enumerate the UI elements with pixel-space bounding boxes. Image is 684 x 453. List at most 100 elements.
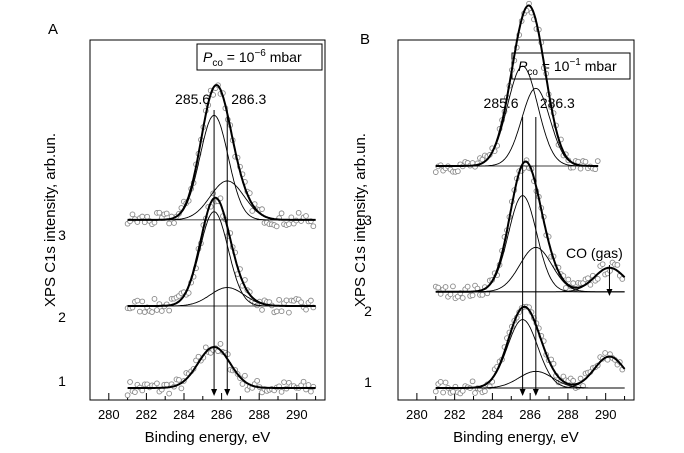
x-tick-label: 282	[444, 407, 466, 422]
annotation-arrow-head	[606, 289, 613, 296]
data-point	[283, 297, 290, 304]
pressure-text: Pco = 10−6 mbar	[203, 48, 302, 69]
curve-label: 3	[364, 212, 372, 228]
peak-label: 285.6	[484, 95, 519, 111]
panel-letter: A	[48, 21, 58, 38]
data-point	[151, 219, 158, 226]
peak-markers: 285.6 286.3	[484, 95, 575, 396]
data-point	[585, 275, 591, 282]
x-tick-label: 280	[406, 407, 428, 422]
data-point	[154, 307, 160, 313]
component-peak	[435, 319, 625, 389]
data-point	[300, 378, 307, 385]
data-point	[286, 309, 292, 316]
y-axis-title: XPS C1s intensity, arb.un.	[42, 133, 59, 307]
pressure-box	[511, 52, 631, 80]
data-point	[570, 280, 577, 287]
x-axis-title: Binding energy, eV	[145, 429, 271, 446]
data-point	[158, 308, 165, 314]
data-point	[139, 213, 146, 220]
data-point	[259, 206, 265, 213]
data-point	[166, 307, 172, 314]
peak-marker-arrow	[519, 389, 526, 396]
co-gas-annotation: CO (gas)	[566, 245, 623, 296]
data-point	[454, 168, 461, 175]
fit-envelope	[435, 305, 626, 389]
data-point	[437, 379, 444, 385]
x-axis: 280 282 284 286 288 290	[397, 393, 626, 422]
component-peak	[435, 65, 599, 167]
data-point	[450, 388, 456, 395]
data-point	[278, 388, 285, 395]
panel-a: A 280 282 284 286 288 290 Binding energy, eV XPS…	[42, 21, 326, 446]
x-tick-label: 284	[482, 407, 504, 422]
data-point	[127, 379, 133, 385]
data-point	[305, 382, 312, 388]
curve-label: 1	[58, 373, 66, 389]
data-point	[171, 220, 177, 226]
data-point	[254, 377, 260, 384]
fit-envelope	[127, 196, 316, 307]
x-tick-label: 284	[173, 407, 195, 422]
data-point	[594, 158, 601, 164]
x-tick-label: 286	[211, 407, 233, 422]
data-point	[278, 210, 285, 217]
peak-marker-arrow	[532, 389, 539, 396]
peak-marker-arrow	[211, 389, 218, 396]
data-point	[163, 210, 170, 217]
curve-label: 1	[364, 374, 372, 390]
data-point	[464, 283, 471, 290]
series-3: 3	[364, 0, 601, 228]
data-point	[599, 261, 606, 268]
data-point	[594, 275, 601, 282]
data-point	[273, 308, 280, 315]
curve-label: 2	[58, 309, 66, 325]
data-point	[472, 390, 478, 396]
series-1: 1	[364, 303, 626, 397]
data-point	[156, 209, 163, 216]
data-point	[577, 375, 584, 382]
data-point	[217, 341, 224, 347]
x-axis-title: Binding energy, eV	[453, 429, 579, 446]
data-point	[136, 308, 143, 315]
data-point	[469, 378, 476, 385]
data-point	[281, 379, 287, 386]
data-point	[166, 220, 172, 227]
data-point	[308, 297, 314, 304]
series-3: 3	[58, 82, 317, 243]
data-point	[432, 388, 439, 395]
data-point	[562, 285, 569, 291]
data-point	[565, 276, 572, 283]
data-point	[442, 284, 449, 290]
data-point	[278, 308, 285, 315]
data-point	[166, 390, 172, 397]
data-point	[132, 389, 138, 396]
data-point	[259, 307, 265, 313]
data-point	[308, 388, 314, 395]
peak-marker-arrow	[224, 389, 231, 396]
data-point	[239, 381, 246, 387]
data-point	[435, 284, 442, 291]
data-point	[178, 385, 185, 392]
data-point	[570, 377, 577, 384]
x-tick-label: 280	[98, 407, 120, 422]
x-tick-label: 288	[557, 407, 579, 422]
plot-frame	[397, 39, 635, 401]
data-point	[139, 298, 146, 305]
data-point	[587, 281, 594, 288]
data-point	[440, 389, 446, 396]
data-point	[592, 166, 599, 173]
curve-label: 2	[364, 303, 372, 319]
data-point	[129, 211, 136, 218]
fit-envelope	[127, 84, 316, 221]
data-point	[619, 276, 626, 282]
data-point	[303, 306, 309, 313]
peak-markers: 285.6 286.3	[175, 91, 266, 396]
curve-label: 3	[58, 227, 66, 243]
data-point	[582, 158, 589, 165]
data-point	[276, 296, 282, 303]
data-point	[176, 377, 182, 383]
data-point	[303, 213, 309, 219]
data-point	[607, 267, 613, 274]
